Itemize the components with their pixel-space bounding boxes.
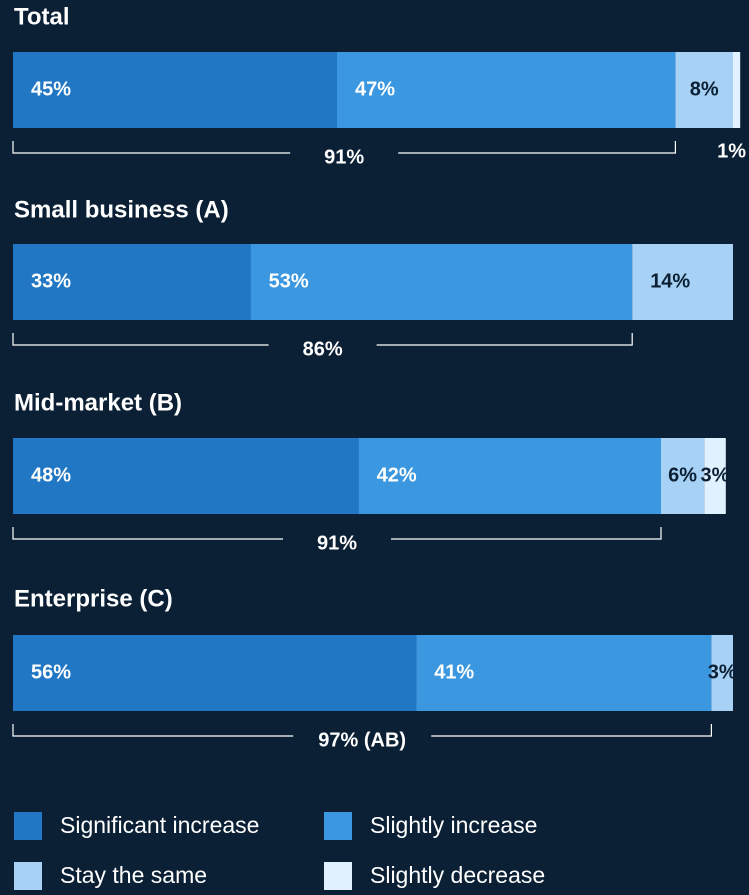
segment-label: 42% [377, 464, 417, 486]
bracket-label: 86% [303, 338, 343, 360]
segment-label: 45% [31, 78, 71, 100]
segment-label: 56% [31, 661, 71, 683]
bar-segment [416, 635, 712, 711]
bar-segment [733, 52, 741, 128]
legend-label: Slightly increase [370, 812, 537, 838]
bar-segment [632, 244, 733, 320]
segment-label: 47% [355, 78, 395, 100]
bar-segment [358, 438, 661, 514]
bracket [12, 141, 676, 154]
group-title: Mid-market (B) [14, 389, 182, 416]
bar-segment [250, 244, 633, 320]
segment-label: 6% [668, 464, 697, 486]
bracket [12, 724, 712, 737]
segment-label: 8% [690, 78, 719, 100]
bar-segment [661, 438, 705, 514]
bracket-label: 91% [324, 146, 364, 168]
bar-segment [13, 438, 359, 514]
bar-segment [704, 438, 726, 514]
legend-label: Slightly decrease [370, 862, 545, 888]
legend-swatch [324, 862, 352, 890]
segment-label: 3% [701, 464, 730, 486]
bar-segment [675, 52, 733, 128]
bar-segment [13, 635, 417, 711]
legend-swatch [324, 812, 352, 840]
legend-swatch [14, 812, 42, 840]
legend-label: Stay the same [60, 862, 207, 888]
segment-label: 3% [708, 661, 737, 683]
outside-label: 1% [717, 140, 746, 162]
segment-label: 48% [31, 464, 71, 486]
bar-segment [337, 52, 676, 128]
group-title: Enterprise (C) [14, 585, 173, 612]
segment-label: 14% [650, 270, 690, 292]
bar-segment [13, 244, 251, 320]
segment-label: 33% [31, 270, 71, 292]
legend-swatch [14, 862, 42, 890]
bar-segment [13, 52, 337, 128]
legend-label: Significant increase [60, 812, 259, 838]
group-title: Total [14, 3, 70, 30]
group-title: Small business (A) [14, 196, 229, 223]
bracket-label: 91% [317, 532, 357, 554]
segment-label: 53% [269, 270, 309, 292]
segment-label: 41% [434, 661, 474, 683]
bracket-label: 97% (AB) [318, 729, 406, 751]
bar-segment [711, 635, 733, 711]
bracket [12, 527, 662, 540]
bracket [12, 333, 633, 346]
